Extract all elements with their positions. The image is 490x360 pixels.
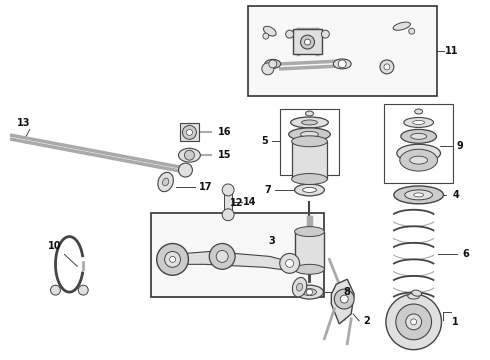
Text: 1: 1 [452,317,459,327]
Ellipse shape [302,188,317,192]
Text: 7: 7 [265,185,271,195]
Circle shape [386,294,441,350]
Ellipse shape [397,144,441,162]
Ellipse shape [412,290,421,296]
Ellipse shape [408,293,419,299]
Circle shape [307,289,313,295]
Ellipse shape [405,190,433,200]
Bar [151,213,324,297]
Circle shape [384,64,390,70]
Circle shape [286,30,294,38]
Bar [293,29,322,54]
Ellipse shape [394,186,443,204]
Polygon shape [331,279,354,324]
Ellipse shape [414,193,424,197]
Circle shape [170,256,175,262]
Ellipse shape [300,131,318,137]
Ellipse shape [413,121,425,125]
Circle shape [305,39,311,45]
Ellipse shape [301,120,318,125]
Polygon shape [172,251,299,271]
Text: 10: 10 [48,242,61,252]
Circle shape [178,163,193,177]
Ellipse shape [265,59,281,68]
Bar [224,190,232,215]
Circle shape [409,28,415,34]
Circle shape [262,63,274,75]
Ellipse shape [289,128,330,141]
Circle shape [184,150,195,160]
Bar [292,141,327,179]
Text: 4: 4 [453,190,460,200]
Circle shape [338,60,346,68]
Circle shape [321,30,329,38]
Text: 15: 15 [219,150,232,160]
Ellipse shape [293,278,307,297]
Circle shape [380,60,394,74]
Ellipse shape [292,136,327,147]
Text: 13: 13 [17,118,30,129]
Bar [179,123,199,141]
Ellipse shape [306,111,314,116]
Bar [384,104,453,183]
Ellipse shape [410,156,428,164]
Circle shape [406,314,421,330]
Circle shape [222,184,234,196]
Ellipse shape [404,117,434,127]
Ellipse shape [400,149,438,171]
Circle shape [216,251,228,262]
Ellipse shape [163,178,169,186]
Circle shape [411,319,416,325]
Ellipse shape [294,227,324,237]
Text: 9: 9 [457,141,464,151]
Circle shape [340,295,348,303]
Text: 8: 8 [344,287,351,297]
Text: 11: 11 [444,46,458,56]
Circle shape [263,33,269,39]
Circle shape [165,251,180,267]
Text: 5: 5 [262,136,268,146]
Ellipse shape [393,22,411,30]
Circle shape [187,129,193,135]
Ellipse shape [401,129,437,143]
Circle shape [157,243,189,275]
Text: 17: 17 [198,182,212,192]
Ellipse shape [296,283,303,291]
Circle shape [286,260,294,267]
Circle shape [209,243,235,269]
Circle shape [78,285,88,295]
Ellipse shape [295,285,323,299]
Text: 3: 3 [269,235,275,246]
Text: 16: 16 [219,127,232,138]
Ellipse shape [158,172,173,192]
Bar [248,6,437,96]
Text: 14: 14 [243,197,257,207]
Ellipse shape [411,133,427,139]
Text: 2: 2 [364,316,370,326]
Bar [280,109,339,175]
Circle shape [396,304,432,340]
Ellipse shape [264,26,276,36]
Ellipse shape [178,148,200,162]
Bar [294,231,324,269]
Ellipse shape [302,289,317,296]
Text: 12: 12 [230,198,244,208]
Circle shape [222,209,234,221]
Circle shape [50,285,60,295]
Circle shape [300,35,315,49]
Circle shape [334,289,354,309]
Circle shape [269,60,277,68]
Circle shape [280,253,299,273]
Ellipse shape [294,184,324,196]
Ellipse shape [294,264,324,274]
Ellipse shape [415,109,422,114]
Ellipse shape [333,59,351,69]
Circle shape [182,125,196,139]
Ellipse shape [291,117,328,128]
Ellipse shape [292,174,327,184]
Text: 6: 6 [462,249,468,260]
